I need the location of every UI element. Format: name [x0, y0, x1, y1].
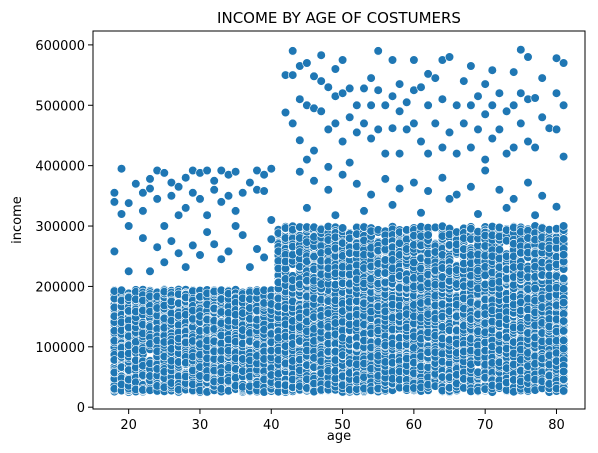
scatter-points	[109, 45, 569, 397]
